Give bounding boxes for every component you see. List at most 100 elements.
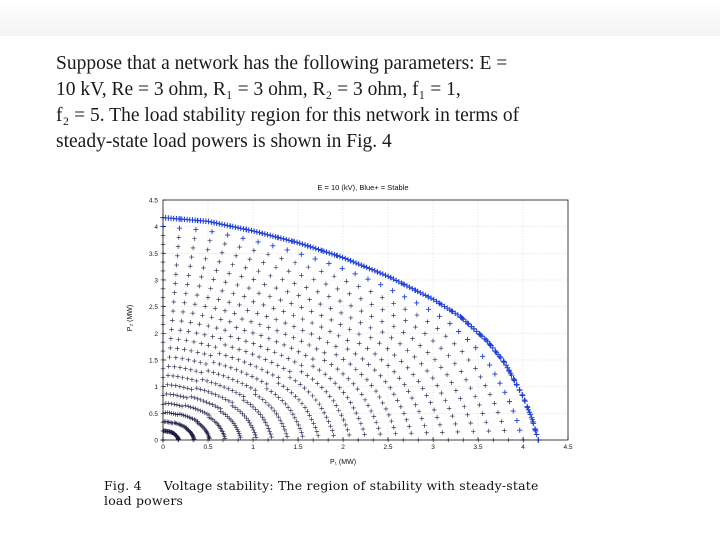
y-tick-label: 4.5 — [149, 198, 158, 205]
stable-marker — [275, 363, 281, 368]
stable-marker — [379, 319, 385, 324]
stable-marker — [380, 307, 385, 313]
stable-marker — [359, 308, 364, 314]
stable-marker — [480, 411, 486, 416]
stable-marker — [435, 326, 440, 331]
stable-marker — [261, 417, 267, 423]
stable-marker — [269, 360, 275, 365]
stable-marker — [399, 359, 404, 364]
stable-marker — [209, 314, 215, 320]
stable-marker — [248, 422, 254, 428]
stable-marker — [176, 337, 182, 342]
boundary-marker — [235, 224, 241, 231]
interior-markers — [160, 215, 541, 443]
stable-marker — [410, 372, 416, 377]
stable-marker — [235, 282, 240, 288]
stable-marker — [166, 364, 172, 369]
boundary-marker — [240, 226, 247, 232]
stable-marker — [304, 285, 309, 290]
stable-marker — [241, 397, 247, 403]
stable-marker — [223, 396, 228, 402]
stable-marker — [345, 346, 351, 352]
stable-marker — [309, 331, 314, 337]
stable-marker — [165, 382, 170, 388]
stable-marker — [281, 309, 286, 314]
stable-marker — [205, 431, 210, 437]
stable-marker — [199, 274, 204, 280]
stable-marker — [310, 363, 316, 369]
boundary-marker — [313, 245, 319, 252]
boundary-marker — [516, 387, 523, 393]
stable-marker — [175, 412, 180, 417]
stable-marker — [347, 361, 353, 367]
stable-marker — [395, 398, 400, 403]
boundary-marker — [211, 219, 217, 226]
boundary-marker — [414, 288, 421, 295]
stable-marker — [391, 369, 397, 375]
stable-marker — [387, 385, 393, 391]
stable-marker — [217, 361, 222, 367]
stable-marker — [292, 415, 298, 421]
stable-marker — [346, 432, 352, 438]
stable-marker — [251, 277, 257, 282]
stable-marker — [276, 395, 282, 400]
stable-marker — [291, 335, 296, 340]
stable-marker — [169, 327, 174, 332]
stable-marker — [172, 281, 178, 286]
stable-marker — [244, 383, 249, 389]
stable-marker — [241, 394, 247, 399]
stable-marker — [240, 411, 245, 417]
stable-marker — [225, 386, 231, 392]
boundary-marker — [385, 273, 391, 280]
stable-marker — [185, 376, 190, 381]
stable-marker — [279, 256, 284, 261]
stable-marker — [298, 251, 304, 257]
boundary-marker — [345, 256, 351, 263]
stable-marker — [210, 334, 215, 339]
stable-marker — [194, 292, 200, 298]
stable-marker — [203, 429, 209, 434]
stable-marker — [200, 377, 205, 382]
stable-marker — [414, 312, 420, 318]
stable-marker — [291, 324, 297, 329]
stable-marker — [192, 395, 197, 401]
stable-marker — [259, 379, 265, 384]
stable-marker — [276, 414, 281, 420]
stable-marker — [221, 384, 227, 390]
boundary-marker — [291, 238, 298, 245]
boundary-marker — [213, 220, 220, 226]
stable-marker — [256, 394, 262, 400]
stable-marker — [287, 375, 293, 380]
stable-marker — [266, 336, 272, 341]
stable-marker — [189, 254, 194, 260]
boundary-marker — [278, 235, 284, 242]
boundary-marker — [221, 222, 228, 228]
stable-marker — [278, 297, 283, 303]
x-tick-label: 3.5 — [473, 444, 482, 451]
stable-marker — [213, 392, 218, 397]
stable-marker — [177, 384, 183, 389]
stable-marker — [355, 386, 360, 392]
boundary-marker — [296, 240, 303, 247]
stable-marker — [182, 424, 188, 430]
stable-marker — [213, 381, 219, 387]
stable-marker — [319, 269, 324, 274]
stable-marker — [258, 333, 264, 338]
stable-marker — [233, 253, 239, 259]
stable-marker — [310, 376, 316, 382]
stable-marker — [285, 356, 291, 361]
stable-marker — [281, 366, 287, 371]
stable-marker — [230, 377, 236, 382]
stable-marker — [468, 385, 473, 391]
problem-line-2: 10 kV, Re = 3 ohm, R₁ = 3 ohm, R₂ = 3 oh… — [56, 79, 461, 100]
stable-marker — [282, 331, 288, 337]
stable-marker — [255, 239, 261, 245]
stable-marker — [470, 429, 476, 434]
stable-marker — [356, 416, 362, 421]
stable-marker — [183, 413, 188, 419]
stable-marker — [333, 403, 339, 408]
stable-marker — [288, 408, 294, 413]
caption-line-1: Voltage stability: The region of stabili… — [163, 478, 539, 493]
stable-marker — [267, 294, 273, 299]
stable-marker — [239, 381, 245, 386]
